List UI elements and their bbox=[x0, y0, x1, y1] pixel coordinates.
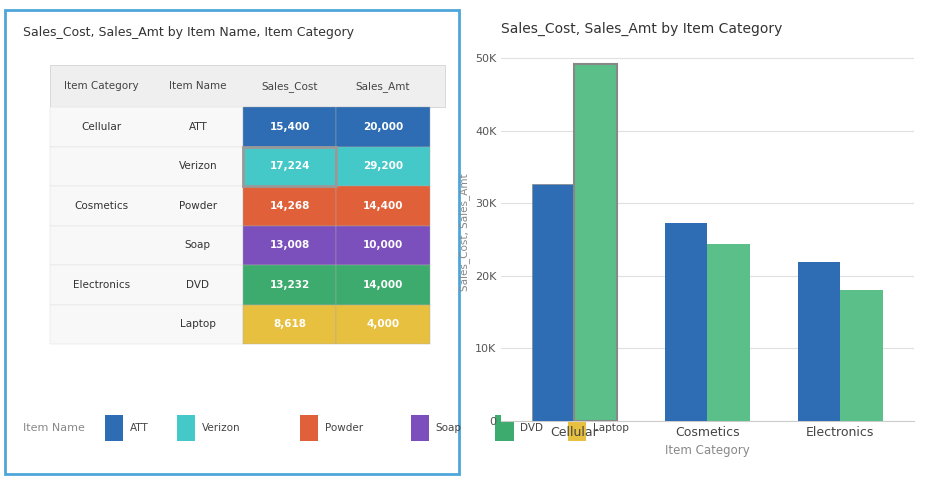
Bar bbox=[243, 186, 336, 226]
Bar bbox=[51, 186, 243, 226]
Bar bbox=[410, 415, 429, 440]
Text: Powder: Powder bbox=[325, 423, 363, 433]
Text: 14,268: 14,268 bbox=[270, 201, 310, 211]
Text: 14,400: 14,400 bbox=[362, 201, 402, 211]
Text: Sales_Amt: Sales_Amt bbox=[356, 81, 410, 92]
Bar bbox=[532, 184, 574, 421]
Text: Item Name: Item Name bbox=[168, 81, 227, 91]
Bar bbox=[665, 223, 707, 421]
Text: ATT: ATT bbox=[129, 423, 148, 433]
Y-axis label: Sales_Cost, Sales_Amt: Sales_Cost, Sales_Amt bbox=[458, 173, 469, 291]
X-axis label: Item Category: Item Category bbox=[665, 444, 749, 457]
Text: Electronics: Electronics bbox=[73, 280, 130, 290]
Bar bbox=[177, 415, 195, 440]
Text: Verizon: Verizon bbox=[201, 423, 241, 433]
Text: Sales_Cost: Sales_Cost bbox=[261, 81, 317, 92]
Text: Verizon: Verizon bbox=[179, 162, 217, 171]
Bar bbox=[797, 262, 840, 421]
Text: Sales_Cost, Sales_Amt by Item Category: Sales_Cost, Sales_Amt by Item Category bbox=[501, 21, 782, 36]
Text: Item Name: Item Name bbox=[22, 423, 84, 433]
Text: 10,000: 10,000 bbox=[362, 241, 402, 251]
Bar bbox=[243, 107, 336, 147]
Text: 15,400: 15,400 bbox=[270, 122, 310, 132]
FancyBboxPatch shape bbox=[5, 10, 459, 474]
Text: 14,000: 14,000 bbox=[362, 280, 402, 290]
Text: Powder: Powder bbox=[179, 201, 216, 211]
Text: 20,000: 20,000 bbox=[362, 122, 402, 132]
Text: DVD: DVD bbox=[186, 280, 209, 290]
Bar bbox=[51, 226, 243, 265]
Bar bbox=[336, 186, 429, 226]
Bar bbox=[51, 147, 243, 186]
Bar bbox=[336, 107, 429, 147]
Bar bbox=[495, 415, 513, 440]
Text: 4,000: 4,000 bbox=[366, 319, 399, 330]
Bar bbox=[574, 64, 616, 421]
Bar bbox=[105, 415, 123, 440]
Bar bbox=[336, 305, 429, 344]
Bar bbox=[243, 226, 336, 265]
Text: Cellular: Cellular bbox=[81, 122, 121, 132]
Text: 17,224: 17,224 bbox=[270, 162, 310, 171]
Text: Cosmetics: Cosmetics bbox=[74, 201, 128, 211]
Text: Item Category: Item Category bbox=[64, 81, 139, 91]
Bar bbox=[243, 147, 336, 186]
Bar bbox=[51, 65, 445, 107]
Bar bbox=[707, 244, 749, 421]
Text: DVD: DVD bbox=[519, 423, 543, 433]
Bar bbox=[336, 226, 429, 265]
Bar bbox=[243, 305, 336, 344]
Bar bbox=[336, 265, 429, 305]
Bar bbox=[567, 415, 585, 440]
Bar bbox=[300, 415, 318, 440]
Bar bbox=[243, 265, 336, 305]
Text: Laptop: Laptop bbox=[592, 423, 628, 433]
Text: Sales_Cost, Sales_Amt by Item Name, Item Category: Sales_Cost, Sales_Amt by Item Name, Item… bbox=[22, 26, 354, 39]
Bar bbox=[51, 305, 243, 344]
Text: 13,232: 13,232 bbox=[270, 280, 310, 290]
Text: 29,200: 29,200 bbox=[362, 162, 402, 171]
Text: Laptop: Laptop bbox=[180, 319, 215, 330]
Bar bbox=[840, 290, 882, 421]
Text: Soap: Soap bbox=[435, 423, 461, 433]
Text: Soap: Soap bbox=[184, 241, 211, 251]
Text: 13,008: 13,008 bbox=[270, 241, 310, 251]
Text: ATT: ATT bbox=[188, 122, 207, 132]
Bar bbox=[51, 265, 243, 305]
Bar bbox=[336, 147, 429, 186]
Text: 8,618: 8,618 bbox=[273, 319, 306, 330]
Bar bbox=[51, 107, 243, 147]
Bar bbox=[243, 147, 336, 186]
